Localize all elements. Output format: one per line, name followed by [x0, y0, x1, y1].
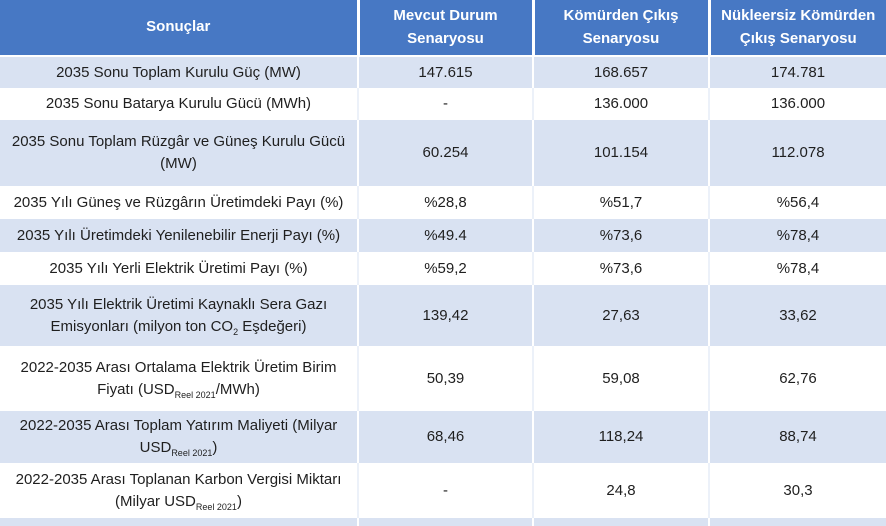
cell-value: 112.078: [709, 120, 886, 186]
cell-value: 50,39: [358, 346, 534, 411]
cell-value: 136.000: [709, 88, 886, 120]
row-label: 2035 Sonu Toplam Kurulu Güç (MW): [0, 56, 359, 88]
cell-value: 147.615: [358, 56, 534, 88]
column-header-mevcut-durum-senaryosu: Mevcut Durum Senaryosu: [358, 0, 535, 57]
cell-value: %73,6: [533, 219, 710, 252]
table-row: 2022-2035 Arası Toplam Yatırım Maliyeti …: [0, 411, 886, 463]
cell-value: %51,7: [533, 186, 710, 219]
table-row: 2022-2035 Arası Ortalama Elektrik Üretim…: [0, 346, 886, 411]
cell-value: -: [358, 463, 534, 518]
cell-value: %49.4: [358, 219, 534, 252]
column-header-nukleersiz-komurden-cikis-senaryosu: Nükleersiz Kömürden Çıkış Senaryosu: [709, 0, 886, 57]
cell-value: 62,76: [709, 346, 886, 411]
cell-value: 33,62: [709, 285, 886, 346]
row-label: 2035 Yılı Yerli Elektrik Üretimi Payı (%…: [0, 252, 359, 285]
cell-value: 101.154: [533, 120, 710, 186]
column-header-komurden-cikis-senaryosu: Kömürden Çıkış Senaryosu: [533, 0, 711, 57]
cell-value: 60.254: [358, 120, 534, 186]
cell-value: 118,24: [533, 411, 710, 463]
clipped-cell: [358, 518, 534, 526]
cell-value: -: [358, 88, 534, 120]
clipped-cell: [709, 518, 886, 526]
cell-value: %78,4: [709, 219, 886, 252]
table-row: 2022-2035 Arası Toplanan Karbon Vergisi …: [0, 463, 886, 518]
cell-value: 27,63: [533, 285, 710, 346]
cell-value: 24,8: [533, 463, 710, 518]
cell-value: 174.781: [709, 56, 886, 88]
row-label: 2035 Yılı Elektrik Üretimi Kaynaklı Sera…: [0, 285, 359, 346]
clipped-cell: [533, 518, 710, 526]
row-label: 2035 Yılı Güneş ve Rüzgârın Üretimdeki P…: [0, 186, 359, 219]
column-header-sonuclar: Sonuçlar: [0, 0, 360, 57]
table-row: 2035 Yılı Elektrik Üretimi Kaynaklı Sera…: [0, 285, 886, 346]
cell-value: %28,8: [358, 186, 534, 219]
row-label: 2022-2035 Arası Ortalama Elektrik Üretim…: [0, 346, 359, 411]
table-row: 2035 Sonu Toplam Kurulu Güç (MW) 147.615 1…: [0, 56, 886, 88]
cell-value: 59,08: [533, 346, 710, 411]
row-label: 2022-2035 Arası Toplanan Karbon Vergisi …: [0, 463, 359, 518]
table-row: 2035 Sonu Batarya Kurulu Gücü (MWh) -136.…: [0, 88, 886, 120]
clipped-cell: [0, 518, 359, 526]
cell-value: 30,3: [709, 463, 886, 518]
cell-value: %56,4: [709, 186, 886, 219]
cell-value: 68,46: [358, 411, 534, 463]
row-label: 2022-2035 Arası Toplam Yatırım Maliyeti …: [0, 411, 359, 463]
cell-value: 88,74: [709, 411, 886, 463]
table-row: 2035 Sonu Toplam Rüzgâr ve Güneş Kurulu …: [0, 120, 886, 186]
table-row: 2035 Yılı Üretimdeki Yenilenebilir Enerj…: [0, 219, 886, 252]
clipped-next-row: [0, 518, 886, 526]
table-row: 2035 Yılı Yerli Elektrik Üretimi Payı (%…: [0, 252, 886, 285]
cell-value: 168.657: [533, 56, 710, 88]
row-label: 2035 Yılı Üretimdeki Yenilenebilir Enerj…: [0, 219, 359, 252]
cell-value: 139,42: [358, 285, 534, 346]
header-row: Sonuçlar Mevcut Durum Senaryosu Kömürden…: [0, 0, 886, 57]
cell-value: %59,2: [358, 252, 534, 285]
table-row: 2035 Yılı Güneş ve Rüzgârın Üretimdeki P…: [0, 186, 886, 219]
row-label: 2035 Sonu Batarya Kurulu Gücü (MWh): [0, 88, 359, 120]
row-label: 2035 Sonu Toplam Rüzgâr ve Güneş Kurulu …: [0, 120, 359, 186]
cell-value: %78,4: [709, 252, 886, 285]
cell-value: 136.000: [533, 88, 710, 120]
cell-value: %73,6: [533, 252, 710, 285]
